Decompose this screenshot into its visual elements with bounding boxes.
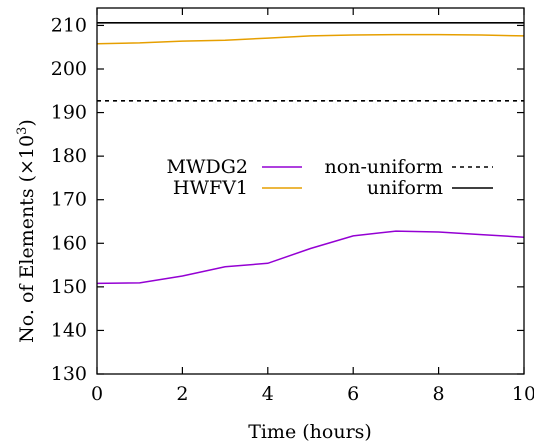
- x-tick-label: 2: [176, 383, 188, 405]
- plot-frame: [96, 7, 525, 375]
- x-tick-label: 8: [433, 383, 445, 405]
- y-tick-label: 180: [51, 145, 87, 167]
- y-axis-title-close: ): [16, 119, 38, 126]
- legend-label-hwfv1: HWFV1: [173, 177, 248, 199]
- x-tick-label: 4: [262, 383, 274, 405]
- legend-label-uniform: uniform: [367, 177, 443, 199]
- y-axis-title-main: No. of Elements (×10: [16, 135, 38, 343]
- x-axis-title: Time (hours): [248, 421, 372, 443]
- y-axis-title-superscript: 3: [15, 127, 30, 135]
- x-tick-label: 6: [347, 383, 359, 405]
- y-tick-label: 210: [51, 14, 87, 36]
- x-tick-label: 10: [512, 383, 534, 405]
- y-tick-label: 130: [51, 363, 87, 385]
- series-line-mwdg2: [96, 230, 525, 285]
- y-tick-label: 140: [51, 319, 87, 341]
- series-line-hwfv1: [96, 33, 525, 45]
- legend-label-mwdg2: MWDG2: [167, 156, 248, 178]
- plot-lines: [96, 21, 525, 285]
- axis-ticks: 0 2 4 6 8 10 130 140 150 160 170 180 190 200 210: [51, 8, 534, 405]
- legend-label-non-uniform: non-uniform: [325, 156, 443, 178]
- y-tick-label: 150: [51, 276, 87, 298]
- y-axis-title: No. of Elements (×103): [15, 119, 39, 343]
- y-tick-label: 190: [51, 102, 87, 124]
- y-tick-label: 160: [51, 232, 87, 254]
- y-tick-label: 170: [51, 189, 87, 211]
- x-tick-label: 0: [91, 383, 103, 405]
- y-tick-label: 200: [51, 58, 87, 80]
